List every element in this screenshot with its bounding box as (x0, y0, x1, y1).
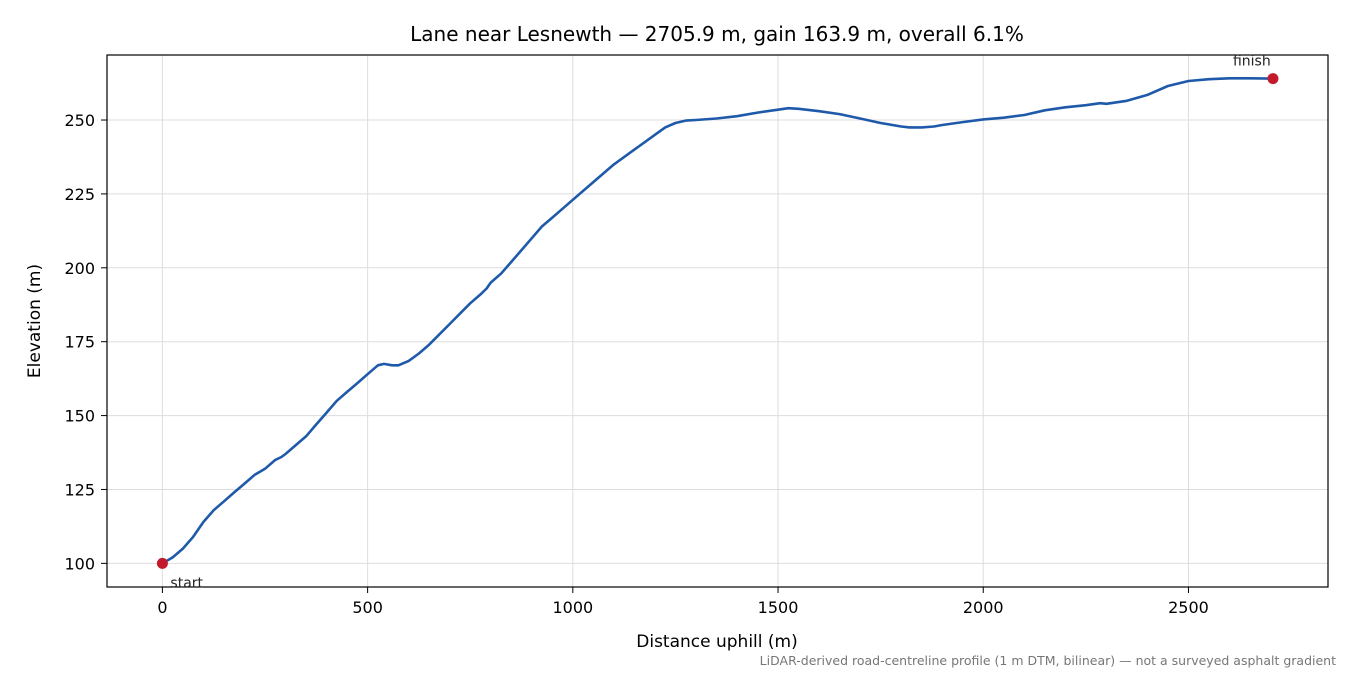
x-tick-label: 2500 (1168, 598, 1209, 617)
y-tick-label: 250 (64, 111, 95, 130)
x-tick-label: 2000 (963, 598, 1004, 617)
finish-label: finish (1233, 54, 1271, 70)
finish-marker (1267, 73, 1279, 85)
y-tick-label: 225 (64, 185, 95, 204)
x-tick-label: 1500 (758, 598, 799, 617)
y-tick-label: 100 (64, 554, 95, 573)
x-tick-label: 0 (157, 598, 167, 617)
y-tick-label: 200 (64, 259, 95, 278)
x-tick-label: 1000 (552, 598, 593, 617)
start-label: start (170, 575, 203, 591)
source-note: LiDAR-derived road-centreline profile (1… (760, 653, 1336, 668)
endpoints-layer: start finish (156, 54, 1279, 591)
grid (107, 55, 1328, 587)
x-tick-label: 500 (352, 598, 383, 617)
start-marker (156, 557, 168, 569)
plot-frame (106, 54, 1329, 588)
x-axis-label: Distance uphill (m) (636, 632, 797, 652)
y-tick-label: 150 (64, 407, 95, 426)
elevation-line (161, 77, 1275, 565)
y-tick-label: 125 (64, 480, 95, 499)
series-layer (161, 77, 1275, 565)
y-axis-label: Elevation (m) (25, 264, 45, 378)
axis-ticks: 0 500 1000 1500 2000 2500 100 125 150 175 200 225 25… (64, 111, 1208, 617)
chart-title: Lane near Lesnewth — 2705.9 m, gain 163.… (410, 22, 1024, 46)
y-tick-label: 175 (64, 333, 95, 352)
